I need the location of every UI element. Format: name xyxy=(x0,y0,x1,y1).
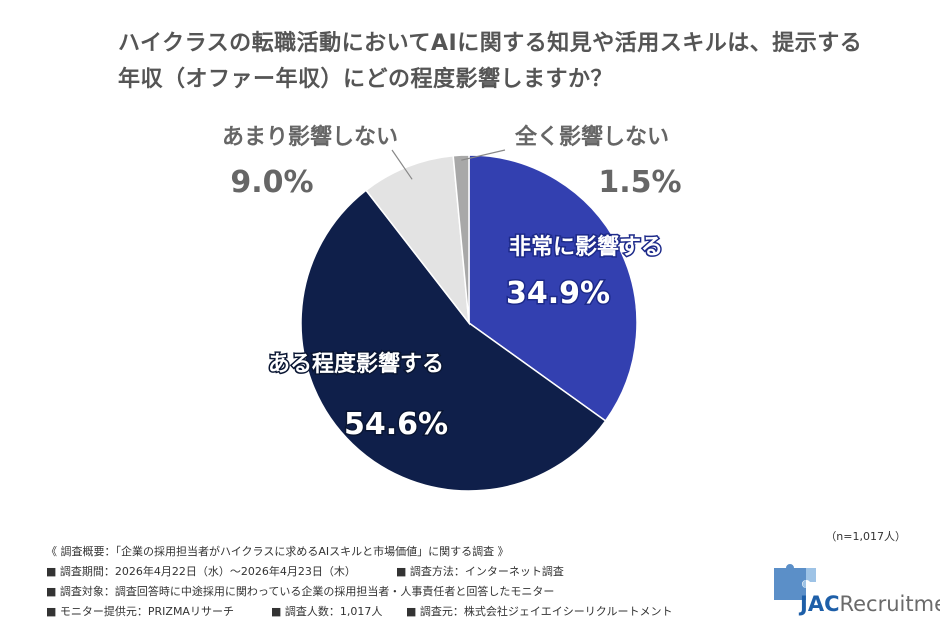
pie-chart: 非常に影響する 34.9% ある程度影響する 54.6% あまり影響しない 9.0% 全く影… xyxy=(222,124,682,492)
chart-title: ハイクラスの転職活動においてAIに関する知見や活用スキルは、提示する年収（オファ… xyxy=(118,31,863,92)
pie-slices xyxy=(300,154,638,492)
note-target: ■ 調査対象：調査回答時に中途採用に関わっている企業の採用担当者・人事責任者と回… xyxy=(46,585,555,598)
slice-value-2: 54.6% xyxy=(344,407,448,442)
pie-slice-1 xyxy=(468,154,638,422)
leader-line-4 xyxy=(461,149,506,161)
slice-label-3: あまり影響しない xyxy=(222,124,398,150)
sample-size: （n=1,017人） xyxy=(825,530,906,543)
leader-line-3 xyxy=(391,149,413,180)
puzzle-icon xyxy=(774,564,816,600)
note-provider: ■ モニター提供元：PRIZMAリサーチ xyxy=(46,605,234,618)
logo-suffix: Recruitment xyxy=(839,592,940,616)
survey-notes: 《 調査概要：「企業の採用担当者がハイクラスに求めるAIスキルと市場価値」に関す… xyxy=(46,542,766,622)
slice-label-2: ある程度影響する xyxy=(268,351,444,377)
pie-slice-3 xyxy=(364,154,470,326)
slice-label-4: 全く影響しない xyxy=(514,124,669,150)
slice-labels: 非常に影響する 34.9% ある程度影響する 54.6% あまり影響しない 9.0% 全く影… xyxy=(222,124,682,444)
pie-slice-2 xyxy=(300,189,607,492)
note-source: ■ 調査元：株式会社ジェイエイシーリクルートメント xyxy=(406,605,673,618)
slice-value-1: 34.9% xyxy=(506,276,610,311)
slice-value-4: 1.5% xyxy=(598,165,681,200)
slice-label-1: 非常に影響する xyxy=(509,234,663,260)
note-period: ■ 調査期間：2026年4月22日（水）〜2026年4月23日（木） xyxy=(46,565,356,578)
note-overview: 《 調査概要：「企業の採用担当者がハイクラスに求めるAIスキルと市場価値」に関す… xyxy=(46,545,509,558)
note-method: ■ 調査方法：インターネット調査 xyxy=(396,565,564,578)
logo-brand: JAC xyxy=(800,592,840,616)
pie-slice-4 xyxy=(452,154,470,324)
leader-lines xyxy=(391,149,506,180)
jac-recruitment-logo: JACRecruitment xyxy=(760,558,940,620)
slice-value-3: 9.0% xyxy=(230,165,313,200)
note-count: ■ 調査人数：1,017人 xyxy=(271,605,383,618)
